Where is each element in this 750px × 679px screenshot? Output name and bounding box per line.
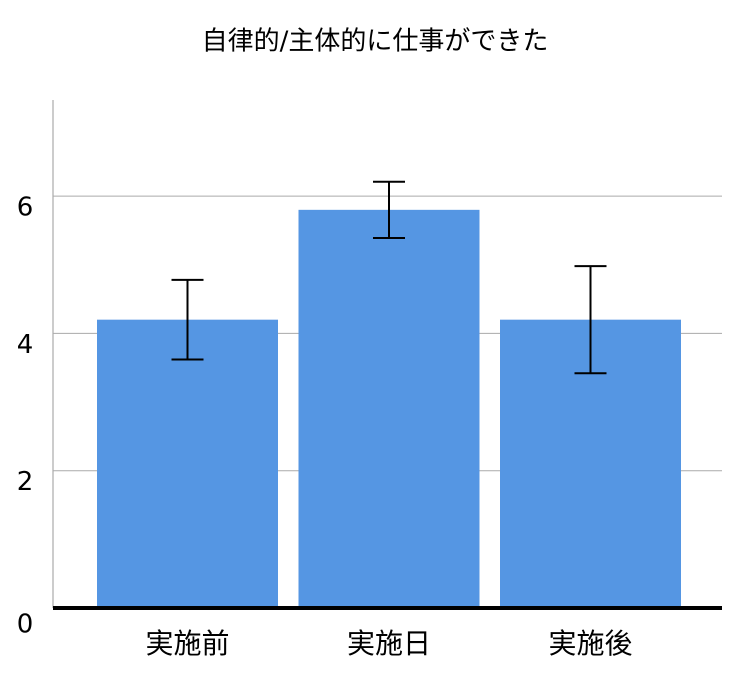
error-bar bbox=[373, 180, 405, 239]
y-tick-label: 6 bbox=[17, 193, 34, 223]
x-tick-label: 実施後 bbox=[548, 627, 632, 660]
x-tick-label: 実施日 bbox=[347, 627, 431, 660]
y-tick-label: 4 bbox=[17, 330, 34, 360]
y-tick-label: 0 bbox=[17, 610, 34, 640]
y-tick-label: 2 bbox=[17, 467, 34, 497]
bar bbox=[97, 319, 278, 608]
chart-title: 自律的/主体的に仕事ができた bbox=[202, 27, 549, 57]
error-bar bbox=[171, 278, 204, 361]
x-tick-label: 実施前 bbox=[145, 627, 229, 660]
error-bar bbox=[574, 265, 607, 375]
bar bbox=[298, 209, 480, 609]
